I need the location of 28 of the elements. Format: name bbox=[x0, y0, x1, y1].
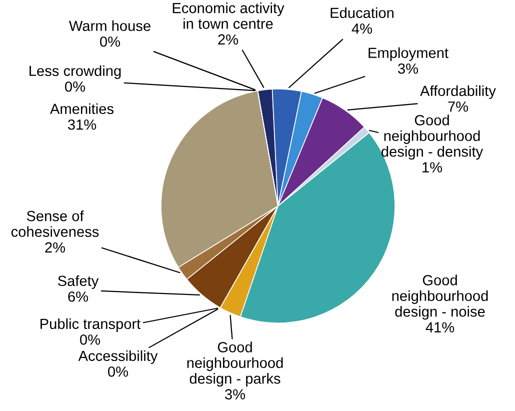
category-label: Less crowding bbox=[30, 65, 121, 79]
slice-label: Safety bbox=[58, 275, 99, 289]
text: 0% bbox=[100, 36, 120, 47]
category-label: Public transport bbox=[40, 318, 141, 332]
slice-label: Education bbox=[330, 7, 394, 18]
text: 0% bbox=[80, 334, 100, 345]
slice-label: Good neighbourhood design - parks bbox=[187, 342, 283, 387]
data-label: 3% bbox=[225, 389, 246, 400]
data-label: 6% bbox=[68, 291, 88, 302]
slice-label: Sense of cohesiveness bbox=[11, 210, 99, 237]
data-label: 1% bbox=[422, 162, 442, 172]
data-label: 3% bbox=[398, 63, 418, 74]
slice-label: Amenities bbox=[50, 103, 114, 114]
data-label: 2% bbox=[218, 34, 238, 45]
slice-label: Good neighbourhood design - noise bbox=[392, 274, 488, 320]
text: 0% bbox=[108, 366, 128, 377]
slice-label: Economic activity in town centre bbox=[172, 2, 284, 29]
slice-label: Employment bbox=[368, 47, 448, 61]
data-label: 41% bbox=[426, 322, 454, 332]
text: 0% bbox=[65, 81, 86, 92]
category-label: Warm house bbox=[69, 20, 150, 32]
data-label: 7% bbox=[448, 102, 468, 112]
data-label: 31% bbox=[68, 119, 96, 130]
slice-label: Good neighbourhood design - density bbox=[382, 114, 484, 160]
slice-label: Affordability bbox=[420, 85, 496, 99]
data-label: 4% bbox=[352, 24, 372, 34]
data-label: 2% bbox=[45, 242, 66, 253]
category-label: Accessibility bbox=[78, 350, 158, 364]
